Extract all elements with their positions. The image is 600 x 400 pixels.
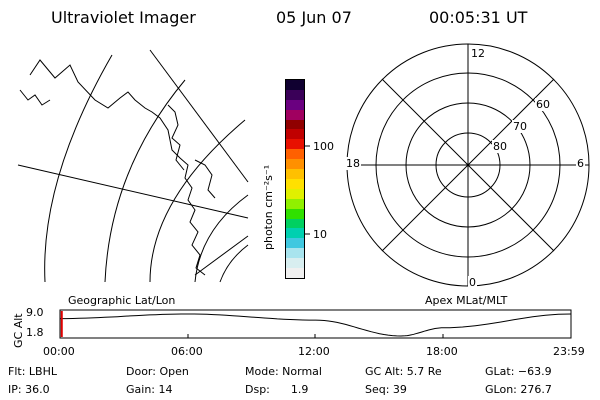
color-bar-segment bbox=[286, 188, 304, 199]
map-grid-line bbox=[17, 164, 249, 219]
lat-label-60: 60 bbox=[535, 98, 551, 111]
color-bar-segment bbox=[286, 129, 304, 140]
color-bar bbox=[285, 79, 305, 279]
coastline bbox=[29, 59, 206, 276]
mlt-label-12: 12 bbox=[470, 47, 486, 60]
map-grid-arc bbox=[104, 79, 186, 283]
color-bar-segment bbox=[286, 159, 304, 170]
map-grid-line bbox=[194, 235, 249, 276]
color-bar-tick-100: 100 bbox=[313, 140, 334, 153]
color-bar-segment bbox=[286, 79, 304, 90]
timeline-y-tick-max: 9.0 bbox=[26, 306, 44, 319]
color-bar-segment bbox=[286, 268, 304, 278]
instrument-title: Ultraviolet Imager bbox=[51, 8, 196, 27]
lat-label-80: 80 bbox=[492, 140, 508, 153]
color-bar-segment bbox=[286, 119, 304, 130]
mlt-label-18: 18 bbox=[345, 157, 361, 170]
map-grid-arc bbox=[219, 244, 249, 283]
color-bar-segment bbox=[286, 109, 304, 120]
timeline-x-tick-1200: 12:00 bbox=[298, 345, 330, 358]
color-bar-segment bbox=[286, 198, 304, 209]
coastline bbox=[167, 104, 185, 171]
color-bar-segment bbox=[286, 258, 304, 269]
info-gc-alt: GC Alt: 5.7 Re bbox=[365, 365, 442, 378]
color-bar-segment bbox=[286, 139, 304, 150]
polar-axis-diagonal bbox=[381, 78, 555, 252]
coastline bbox=[194, 159, 216, 199]
info-dsp: Dsp: 1.9 bbox=[245, 383, 309, 396]
mlt-label-6: 6 bbox=[576, 157, 585, 170]
timeline-x-tick-0600: 06:00 bbox=[171, 345, 203, 358]
timeline-right-title: Apex MLat/MLT bbox=[425, 294, 508, 307]
info-mode: Mode: Normal bbox=[245, 365, 322, 378]
date-label: 05 Jun 07 bbox=[276, 8, 352, 27]
info-glat: GLat: −63.9 bbox=[485, 365, 552, 378]
mlt-label-0: 0 bbox=[468, 276, 477, 289]
color-bar-segment bbox=[286, 238, 304, 249]
timeline-series-line bbox=[60, 313, 572, 337]
info-door: Door: Open bbox=[126, 365, 189, 378]
coastline bbox=[19, 89, 51, 106]
timeline-x-tick-1800: 18:00 bbox=[426, 345, 458, 358]
time-label: 00:05:31 UT bbox=[429, 8, 528, 27]
color-bar-segment bbox=[286, 149, 304, 160]
color-bar-segment bbox=[286, 99, 304, 110]
lat-label-70: 70 bbox=[512, 120, 528, 133]
color-bar-segment bbox=[286, 89, 304, 100]
info-filter: Flt: LBHL bbox=[8, 365, 57, 378]
color-bar-segment bbox=[286, 178, 304, 189]
color-bar-ticks bbox=[305, 145, 310, 235]
timeline-y-tick-min: 1.8 bbox=[26, 326, 44, 339]
info-seq: Seq: 39 bbox=[365, 383, 407, 396]
info-glon: GLon: 276.7 bbox=[485, 383, 552, 396]
geographic-map bbox=[17, 49, 249, 283]
timeline-x-tick-0000: 00:00 bbox=[43, 345, 75, 358]
color-bar-segment bbox=[286, 248, 304, 259]
timeline-x-tick-2359: 23:59 bbox=[553, 345, 585, 358]
timeline-left-title: Geographic Lat/Lon bbox=[68, 294, 176, 307]
color-bar-segment bbox=[286, 208, 304, 219]
color-bar-tick-10: 10 bbox=[313, 228, 327, 241]
info-gain: Gain: 14 bbox=[126, 383, 173, 396]
map-grid-line bbox=[149, 49, 249, 183]
timeline-frame bbox=[59, 309, 572, 339]
info-ip: IP: 36.0 bbox=[8, 383, 50, 396]
map-grid-arc bbox=[194, 194, 249, 283]
color-bar-segment bbox=[286, 228, 304, 239]
color-bar-segment bbox=[286, 169, 304, 179]
color-bar-segment bbox=[286, 218, 304, 229]
